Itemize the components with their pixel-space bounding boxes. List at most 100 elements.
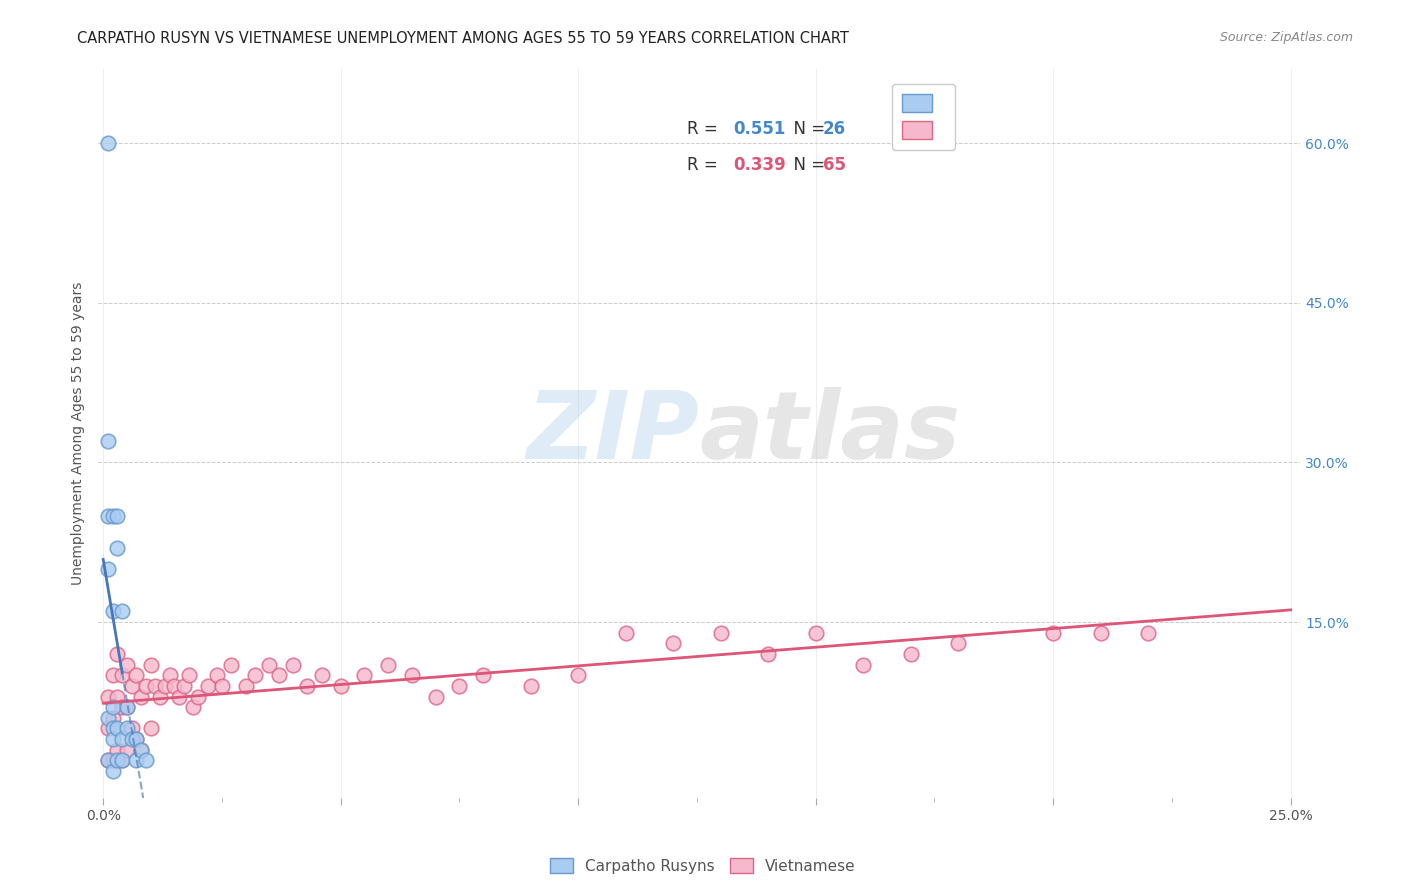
Point: [101, 722, 124, 736]
Point: [205, 668, 228, 682]
Point: [97, 136, 120, 150]
Point: [946, 636, 969, 650]
Text: CARPATHO RUSYN VS VIETNAMESE UNEMPLOYMENT AMONG AGES 55 TO 59 YEARS CORRELATION : CARPATHO RUSYN VS VIETNAMESE UNEMPLOYMEN…: [77, 31, 849, 46]
Point: [97, 690, 120, 704]
Point: [115, 700, 138, 714]
Point: [145, 679, 167, 693]
Point: [135, 753, 157, 767]
Point: [97, 434, 120, 448]
Text: R =: R =: [688, 120, 723, 137]
Point: [900, 647, 922, 661]
Point: [97, 508, 120, 523]
Point: [115, 657, 138, 672]
Point: [139, 657, 162, 672]
Point: [121, 732, 143, 747]
Point: [115, 722, 138, 736]
Point: [97, 753, 120, 767]
Point: [107, 647, 129, 661]
Point: [177, 668, 200, 682]
Text: 65: 65: [823, 156, 846, 174]
Point: [129, 743, 152, 757]
Point: [125, 732, 148, 747]
Point: [519, 679, 541, 693]
Point: [267, 668, 290, 682]
Point: [377, 657, 399, 672]
Point: [101, 700, 124, 714]
Point: [1090, 625, 1112, 640]
Point: [111, 753, 134, 767]
Point: [97, 753, 120, 767]
Point: [401, 668, 423, 682]
Point: [101, 668, 124, 682]
Point: [235, 679, 257, 693]
Point: [425, 690, 447, 704]
Point: [297, 679, 319, 693]
Legend: Carpatho Rusyns, Vietnamese: Carpatho Rusyns, Vietnamese: [544, 852, 862, 880]
Point: [311, 668, 333, 682]
Point: [107, 690, 129, 704]
Point: [183, 700, 205, 714]
Point: [111, 732, 134, 747]
Point: [197, 679, 219, 693]
Point: [115, 700, 138, 714]
Point: [111, 700, 134, 714]
Point: [173, 679, 195, 693]
Point: [135, 679, 157, 693]
Point: [101, 753, 124, 767]
Point: [115, 743, 138, 757]
Point: [149, 690, 172, 704]
Point: [187, 690, 209, 704]
Point: [125, 753, 148, 767]
Point: [111, 753, 134, 767]
Point: [614, 625, 637, 640]
Point: [97, 711, 120, 725]
Point: [353, 668, 375, 682]
Point: [1137, 625, 1160, 640]
Point: [167, 690, 190, 704]
Point: [129, 743, 152, 757]
Text: 26: 26: [823, 120, 846, 137]
Point: [243, 668, 266, 682]
Point: [211, 679, 233, 693]
Point: [129, 690, 152, 704]
Point: [283, 657, 305, 672]
Point: [107, 753, 129, 767]
Point: [101, 732, 124, 747]
Point: [107, 743, 129, 757]
Y-axis label: Unemployment Among Ages 55 to 59 years: Unemployment Among Ages 55 to 59 years: [72, 281, 86, 585]
Point: [101, 764, 124, 778]
Point: [329, 679, 352, 693]
Point: [101, 508, 124, 523]
Point: [852, 657, 875, 672]
Point: [259, 657, 281, 672]
Point: [159, 668, 181, 682]
Text: ZIP: ZIP: [526, 387, 699, 479]
Text: atlas: atlas: [699, 387, 960, 479]
Point: [804, 625, 827, 640]
Point: [121, 679, 143, 693]
Point: [97, 722, 120, 736]
Point: [107, 508, 129, 523]
Point: [107, 541, 129, 555]
Point: [449, 679, 471, 693]
Point: [221, 657, 243, 672]
Point: [125, 732, 148, 747]
Point: [101, 604, 124, 618]
Legend: , : ,: [891, 84, 955, 150]
Point: [1042, 625, 1064, 640]
Point: [101, 711, 124, 725]
Point: [139, 722, 162, 736]
Point: [472, 668, 495, 682]
Text: N =: N =: [783, 120, 831, 137]
Text: 0.551: 0.551: [733, 120, 786, 137]
Point: [710, 625, 733, 640]
Text: N =: N =: [783, 156, 831, 174]
Point: [756, 647, 779, 661]
Point: [97, 562, 120, 576]
Point: [121, 722, 143, 736]
Point: [107, 722, 129, 736]
Text: 0.339: 0.339: [733, 156, 786, 174]
Point: [567, 668, 589, 682]
Point: [125, 668, 148, 682]
Point: [163, 679, 186, 693]
